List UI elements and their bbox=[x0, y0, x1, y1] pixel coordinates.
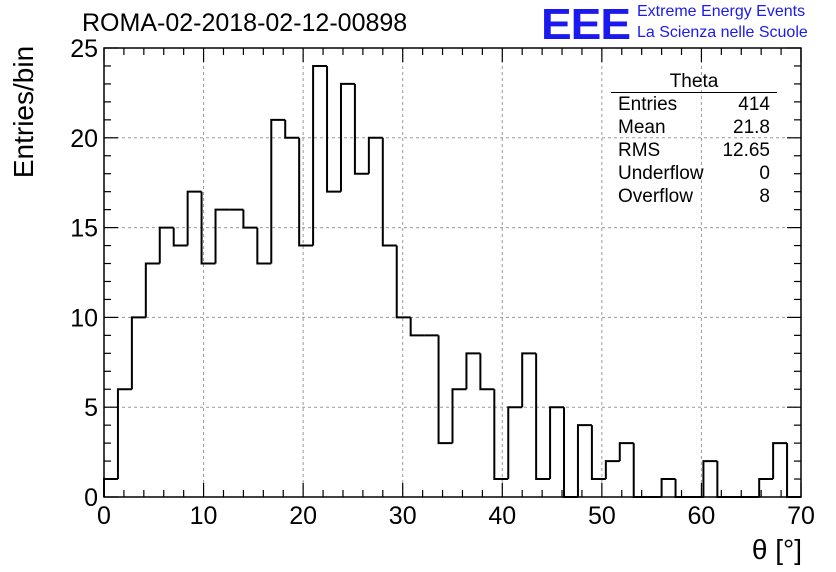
histogram-bin bbox=[339, 82, 355, 192]
histogram-bin bbox=[298, 137, 314, 247]
histogram-bin bbox=[172, 227, 188, 247]
x-tick-label: 40 bbox=[488, 502, 516, 530]
histogram-bin bbox=[367, 136, 383, 174]
histogram-bin bbox=[284, 119, 300, 139]
histogram-bin bbox=[200, 191, 216, 265]
histogram-bin bbox=[395, 245, 411, 319]
histogram-bin bbox=[758, 478, 774, 497]
histogram-bins bbox=[103, 64, 801, 498]
stats-value: 414 bbox=[738, 94, 770, 115]
stats-value: 21.8 bbox=[733, 117, 770, 138]
histogram-bin bbox=[158, 226, 174, 264]
histogram-bin bbox=[103, 478, 118, 497]
histogram-bin bbox=[535, 353, 551, 481]
histogram-bin bbox=[632, 443, 648, 498]
histogram-bin bbox=[702, 460, 718, 497]
histogram-bin bbox=[604, 460, 620, 480]
histogram-bin bbox=[479, 353, 495, 391]
histogram-bin bbox=[660, 478, 676, 497]
histogram-bin bbox=[409, 317, 425, 337]
histogram-bin bbox=[144, 262, 160, 318]
histogram-bin bbox=[716, 461, 732, 498]
x-tick-label: 10 bbox=[190, 502, 218, 530]
tick-labels: 0 10 20 30 40 50 60 70 0 5 10 15 20 25 bbox=[70, 35, 815, 530]
y-tick-label: 5 bbox=[84, 394, 98, 422]
histogram-bin bbox=[772, 442, 788, 480]
y-axis-label: Entries/bin bbox=[8, 45, 39, 179]
stats-label: Entries bbox=[618, 94, 678, 115]
y-tick-label: 0 bbox=[84, 484, 98, 512]
histogram-bin bbox=[618, 442, 634, 462]
y-tick-label: 20 bbox=[70, 125, 98, 153]
histogram-bin bbox=[270, 118, 286, 264]
stats-row-overflow: Overflow 8 bbox=[611, 185, 777, 208]
y-tick-label: 25 bbox=[70, 35, 98, 63]
histogram-bin bbox=[116, 388, 132, 480]
y-tick-label: 15 bbox=[70, 215, 98, 243]
histogram-bin bbox=[465, 352, 481, 390]
y-tick-label: 10 bbox=[70, 304, 98, 332]
axes bbox=[103, 47, 802, 498]
histogram-bin bbox=[674, 479, 690, 498]
stats-value: 12.65 bbox=[722, 140, 770, 161]
org-line-2: La Scienza nelle Scuole bbox=[637, 24, 808, 41]
histogram-bin bbox=[576, 424, 592, 497]
histogram-bin bbox=[326, 65, 341, 193]
run-title: ROMA-02-2018-02-12-00898 bbox=[82, 9, 408, 37]
plot-frame bbox=[103, 47, 802, 498]
histogram-bin bbox=[312, 64, 328, 246]
stats-label: Overflow bbox=[618, 186, 693, 207]
stats-row-underflow: Underflow 0 bbox=[611, 162, 777, 185]
stats-value: 8 bbox=[759, 186, 770, 207]
histogram-bin bbox=[353, 83, 369, 175]
histogram-bin bbox=[451, 388, 467, 444]
histogram-bin bbox=[130, 316, 146, 390]
histogram-bin bbox=[590, 425, 606, 481]
x-axis-label: θ [°] bbox=[751, 534, 802, 565]
org-line-1: Extreme Energy Events bbox=[637, 3, 806, 20]
stats-row-mean: Mean 21.8 bbox=[611, 116, 777, 139]
stats-label: RMS bbox=[618, 140, 661, 161]
histogram-bin bbox=[786, 443, 801, 498]
histogram-bin bbox=[437, 335, 453, 445]
histogram-bin bbox=[521, 352, 537, 408]
histogram-bin bbox=[563, 407, 578, 498]
stats-label: Underflow bbox=[618, 163, 704, 184]
stats-row-entries: Entries 414 bbox=[611, 93, 777, 116]
x-tick-label: 30 bbox=[389, 502, 417, 530]
histogram-bin bbox=[214, 208, 230, 264]
histogram-bin bbox=[507, 406, 523, 480]
histogram-bin bbox=[549, 406, 565, 480]
histogram-bin bbox=[256, 227, 272, 265]
x-tick-label: 50 bbox=[588, 502, 616, 530]
histogram-bin bbox=[493, 389, 509, 481]
stats-label: Mean bbox=[618, 117, 666, 138]
stats-row-rms: RMS 12.65 bbox=[611, 139, 777, 162]
histogram-bin bbox=[242, 209, 258, 229]
stats-value: 0 bbox=[759, 163, 770, 184]
stats-box: Theta Entries 414 Mean 21.8 RMS 12.65 Un… bbox=[611, 72, 777, 208]
histogram-bin bbox=[381, 137, 397, 247]
histogram-bin bbox=[186, 190, 202, 246]
x-tick-label: 70 bbox=[787, 502, 815, 530]
stats-title: Theta bbox=[611, 72, 777, 93]
x-tick-label: 60 bbox=[688, 502, 716, 530]
eee-logo: EEE bbox=[541, 0, 631, 49]
x-tick-label: 20 bbox=[289, 502, 317, 530]
x-tick-label: 0 bbox=[97, 502, 111, 530]
